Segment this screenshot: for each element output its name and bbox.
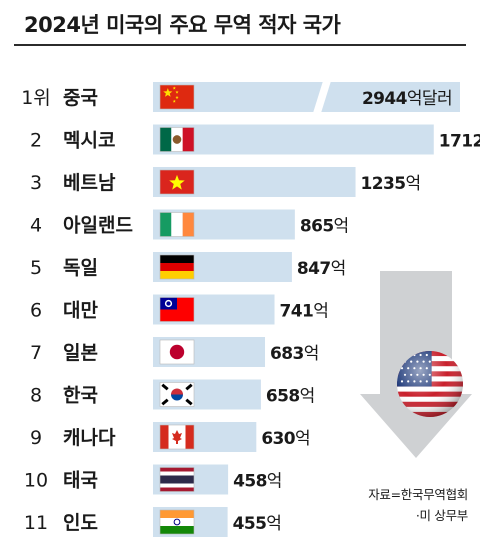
country-label-3: 아일랜드 — [63, 215, 133, 237]
south-korea-flag-icon — [159, 382, 195, 407]
value-unit-2: 억 — [405, 174, 420, 194]
value-number-1: 1712 — [439, 132, 480, 152]
rank-label-0: 1위 — [21, 87, 51, 109]
source-note: 자료=한국무역협회 ·미 상무부 — [368, 484, 468, 526]
value-number-4: 847 — [297, 259, 331, 279]
value-unit-0: 억달러 — [407, 89, 452, 109]
value-label-5: 741억 — [280, 302, 329, 322]
rank-label-6: 7 — [30, 342, 42, 364]
title-underline — [14, 44, 466, 46]
value-number-3: 865 — [300, 217, 334, 237]
rank-label-1: 2 — [30, 130, 42, 152]
value-number-5: 741 — [280, 302, 314, 322]
country-label-10: 인도 — [63, 512, 98, 534]
country-label-9: 태국 — [63, 470, 98, 492]
value-unit-8: 억 — [295, 429, 310, 449]
value-label-3: 865억 — [300, 217, 349, 237]
country-label-1: 멕시코 — [63, 130, 115, 152]
value-number-6: 683 — [270, 344, 304, 364]
mexico-flag-icon — [159, 127, 195, 152]
taiwan-flag-icon — [159, 297, 195, 322]
value-number-9: 458 — [233, 472, 267, 492]
value-number-7: 658 — [266, 387, 300, 407]
country-label-5: 대만 — [63, 300, 98, 322]
china-flag-icon — [159, 84, 195, 110]
decoration-layer — [360, 271, 472, 458]
rank-label-9: 10 — [24, 470, 48, 492]
value-unit-6: 억 — [304, 344, 319, 364]
value-label-4: 847억 — [297, 259, 346, 279]
country-label-0: 중국 — [63, 87, 98, 109]
axis-break-mark — [313, 81, 331, 113]
india-flag-icon — [159, 509, 195, 535]
rank-label-8: 9 — [30, 427, 42, 449]
japan-flag-icon — [159, 339, 195, 365]
rank-label-2: 3 — [30, 172, 42, 194]
country-label-8: 캐나다 — [63, 427, 116, 449]
value-label-7: 658억 — [266, 387, 315, 407]
value-unit-10: 억 — [266, 514, 281, 534]
bar-1 — [153, 124, 434, 155]
germany-flag-icon — [159, 254, 195, 280]
value-label-0: 2944억달러 — [362, 89, 452, 109]
value-unit-7: 억 — [300, 387, 315, 407]
rank-label-4: 5 — [30, 257, 42, 279]
chart-rows: 1위중국2944억달러2멕시코1712억3베트남1235억4아일랜드865억5독… — [21, 81, 480, 537]
value-label-10: 455억 — [233, 514, 282, 534]
value-number-2: 1235 — [361, 174, 406, 194]
chart-title: 2024년 미국의 주요 무역 적자 국가 — [24, 13, 341, 37]
value-label-9: 458억 — [233, 472, 282, 492]
country-label-7: 한국 — [63, 385, 98, 407]
ireland-flag-icon — [159, 212, 195, 237]
bar-0 — [153, 82, 460, 112]
country-label-6: 일본 — [63, 342, 98, 364]
rank-label-3: 4 — [30, 215, 42, 237]
value-number-10: 455 — [233, 514, 267, 534]
value-label-1: 1712억 — [439, 132, 480, 152]
value-label-2: 1235억 — [361, 174, 421, 194]
value-label-6: 683억 — [270, 344, 319, 364]
thailand-flag-icon — [159, 467, 195, 492]
country-label-4: 독일 — [63, 257, 98, 279]
source-line-2: ·미 상무부 — [415, 508, 468, 523]
source-line-1: 자료=한국무역협회 — [368, 487, 468, 502]
canada-flag-icon — [159, 424, 195, 450]
value-unit-3: 억 — [334, 217, 349, 237]
value-unit-4: 억 — [331, 259, 346, 279]
rank-label-10: 11 — [24, 512, 48, 534]
value-unit-9: 억 — [267, 472, 282, 492]
rank-label-7: 8 — [30, 385, 42, 407]
value-number-8: 630 — [261, 429, 295, 449]
value-label-8: 630억 — [261, 429, 310, 449]
value-unit-5: 억 — [313, 302, 328, 322]
value-number-0: 2944 — [362, 89, 408, 109]
vietnam-flag-icon — [159, 169, 195, 195]
country-label-2: 베트남 — [63, 172, 116, 194]
rank-label-5: 6 — [30, 300, 42, 322]
